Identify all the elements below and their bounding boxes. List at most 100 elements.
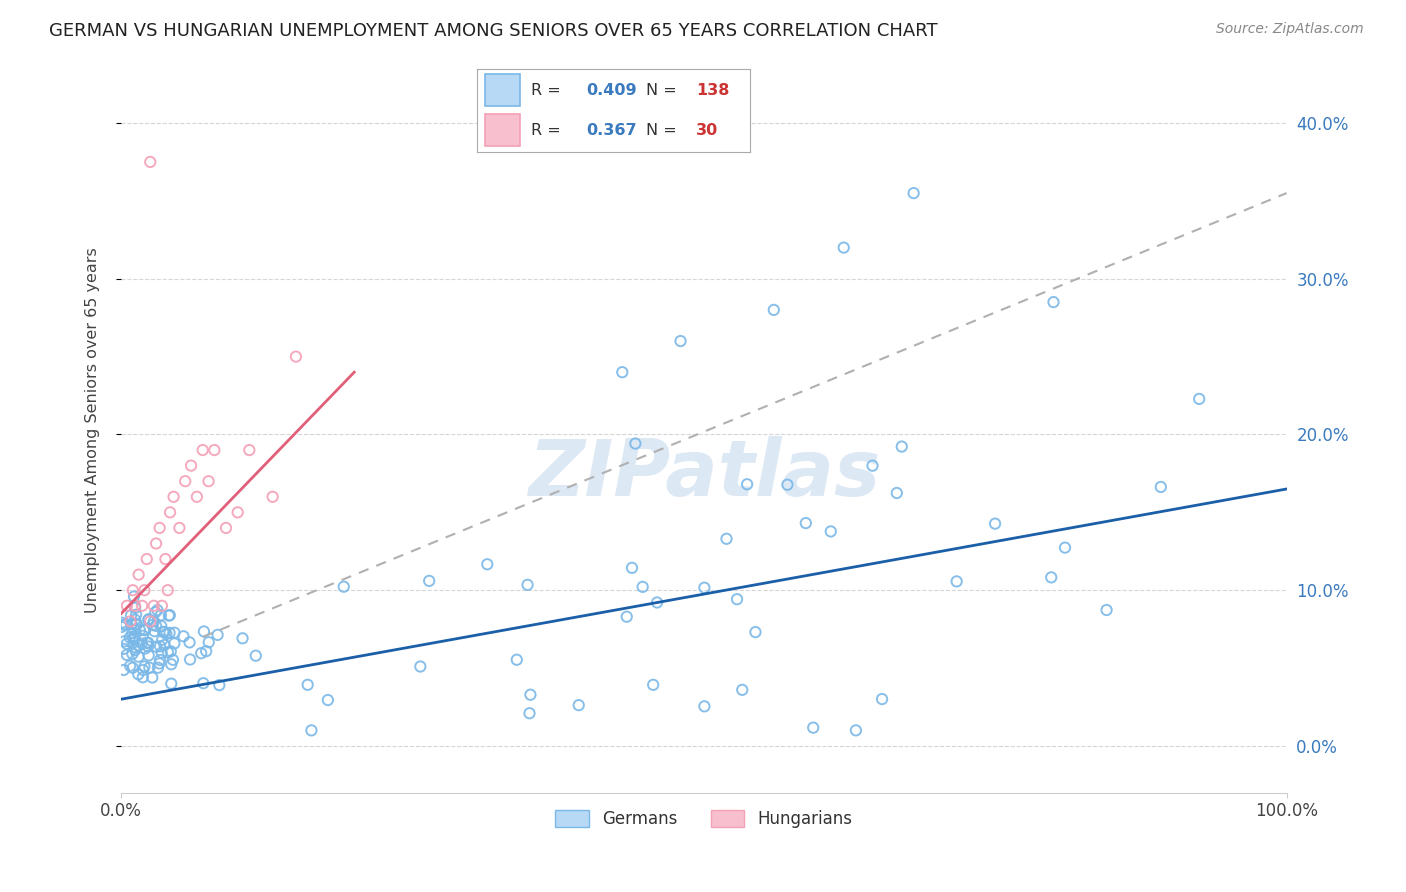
- Text: ZIPatlas: ZIPatlas: [527, 436, 880, 512]
- Point: [124, 643, 146, 657]
- Point: [153, 625, 176, 640]
- Point: [197, 635, 219, 649]
- Point: [115, 637, 138, 651]
- Point: [612, 365, 634, 379]
- Point: [568, 698, 591, 713]
- Point: [984, 516, 1007, 531]
- Point: [172, 629, 194, 643]
- Point: [506, 653, 529, 667]
- Point: [135, 636, 157, 650]
- Point: [794, 516, 817, 530]
- Point: [186, 490, 208, 504]
- Point: [731, 682, 754, 697]
- Point: [125, 607, 148, 622]
- Point: [122, 632, 145, 646]
- Legend: Germans, Hungarians: Germans, Hungarians: [548, 804, 859, 835]
- Point: [125, 617, 148, 632]
- Point: [112, 634, 135, 648]
- Point: [643, 678, 665, 692]
- Point: [124, 629, 146, 643]
- Point: [735, 477, 758, 491]
- Point: [136, 613, 159, 627]
- Point: [693, 581, 716, 595]
- Point: [150, 632, 173, 647]
- Point: [744, 625, 766, 640]
- Y-axis label: Unemployment Among Seniors over 65 years: Unemployment Among Seniors over 65 years: [86, 248, 100, 614]
- Point: [111, 615, 134, 630]
- Text: GERMAN VS HUNGARIAN UNEMPLOYMENT AMONG SENIORS OVER 65 YEARS CORRELATION CHART: GERMAN VS HUNGARIAN UNEMPLOYMENT AMONG S…: [49, 22, 938, 40]
- Point: [169, 521, 191, 535]
- Point: [142, 599, 165, 613]
- Point: [141, 618, 163, 632]
- Point: [139, 155, 162, 169]
- Point: [762, 302, 785, 317]
- Point: [616, 609, 638, 624]
- Point: [112, 617, 135, 632]
- Point: [134, 659, 156, 673]
- Point: [716, 532, 738, 546]
- Point: [903, 186, 925, 200]
- Point: [631, 580, 654, 594]
- Point: [195, 644, 218, 658]
- Point: [153, 638, 176, 652]
- Point: [519, 706, 541, 721]
- Point: [120, 608, 142, 623]
- Point: [132, 670, 155, 684]
- Point: [207, 628, 229, 642]
- Point: [870, 692, 893, 706]
- Point: [193, 676, 215, 690]
- Point: [332, 580, 354, 594]
- Point: [516, 578, 538, 592]
- Point: [121, 661, 143, 675]
- Point: [226, 505, 249, 519]
- Point: [145, 640, 167, 654]
- Point: [115, 648, 138, 662]
- Point: [845, 723, 868, 738]
- Point: [1042, 295, 1064, 310]
- Point: [179, 652, 201, 666]
- Point: [120, 658, 142, 673]
- Point: [128, 567, 150, 582]
- Point: [121, 617, 143, 632]
- Point: [132, 623, 155, 637]
- Point: [125, 640, 148, 655]
- Point: [149, 653, 172, 667]
- Point: [645, 595, 668, 609]
- Point: [1053, 541, 1076, 555]
- Point: [155, 627, 177, 641]
- Point: [134, 583, 156, 598]
- Point: [143, 624, 166, 639]
- Point: [191, 443, 214, 458]
- Point: [245, 648, 267, 663]
- Point: [316, 693, 339, 707]
- Point: [801, 721, 824, 735]
- Point: [624, 436, 647, 450]
- Point: [621, 561, 644, 575]
- Point: [284, 350, 307, 364]
- Point: [190, 646, 212, 660]
- Point: [174, 474, 197, 488]
- Point: [143, 615, 166, 629]
- Point: [832, 241, 855, 255]
- Point: [124, 613, 146, 627]
- Point: [232, 632, 254, 646]
- Point: [138, 648, 160, 663]
- Point: [139, 615, 162, 629]
- Point: [157, 608, 180, 623]
- Point: [162, 490, 184, 504]
- Point: [114, 617, 136, 632]
- Point: [122, 635, 145, 649]
- Point: [862, 458, 884, 473]
- Point: [120, 615, 142, 629]
- Point: [215, 521, 238, 535]
- Point: [141, 671, 163, 685]
- Point: [197, 474, 219, 488]
- Point: [121, 626, 143, 640]
- Point: [122, 590, 145, 604]
- Point: [149, 521, 172, 535]
- Point: [299, 723, 322, 738]
- Point: [149, 639, 172, 653]
- Point: [409, 659, 432, 673]
- Point: [776, 477, 799, 491]
- Point: [180, 458, 202, 473]
